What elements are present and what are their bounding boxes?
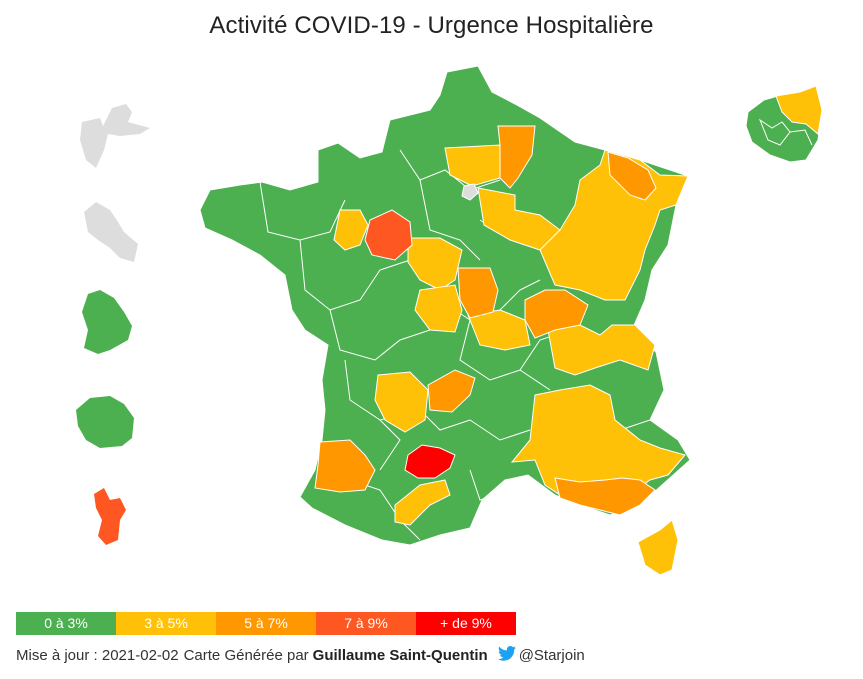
legend-item-7-9: 7 à 9% bbox=[316, 612, 416, 635]
legend-item-0-3: 0 à 3% bbox=[16, 612, 116, 635]
overseas-territories bbox=[76, 85, 823, 545]
twitter-bird-icon[interactable] bbox=[497, 646, 516, 665]
legend: 0 à 3% 3 à 5% 5 à 7% 7 à 9% + de 9% bbox=[16, 612, 516, 635]
footer: Mise à jour : 2021-02-02 Carte Générée p… bbox=[16, 646, 585, 665]
author-name: Guillaume Saint-Quentin bbox=[312, 647, 488, 664]
map-title: Activité COVID-19 - Urgence Hospitalière bbox=[209, 12, 654, 39]
legend-item-3-5: 3 à 5% bbox=[116, 612, 216, 635]
legend-item-over-9: + de 9% bbox=[416, 612, 516, 635]
legend-item-5-7: 5 à 7% bbox=[216, 612, 316, 635]
regions-5-7[interactable] bbox=[314, 125, 657, 516]
region-over-9[interactable] bbox=[404, 444, 456, 479]
region-no-data[interactable] bbox=[461, 183, 479, 201]
martinique[interactable] bbox=[84, 202, 138, 262]
update-date: Mise à jour : 2021-02-02 bbox=[16, 647, 179, 664]
mayotte[interactable] bbox=[94, 488, 126, 545]
guadeloupe[interactable] bbox=[80, 104, 150, 168]
reunion[interactable] bbox=[76, 396, 134, 448]
region-7-9[interactable] bbox=[364, 209, 413, 261]
inset-paris-yellow[interactable] bbox=[775, 85, 823, 135]
guyane[interactable] bbox=[82, 290, 132, 354]
twitter-handle[interactable]: @Starjoin bbox=[518, 647, 585, 664]
generated-by-label: Carte Générée par bbox=[183, 647, 309, 664]
